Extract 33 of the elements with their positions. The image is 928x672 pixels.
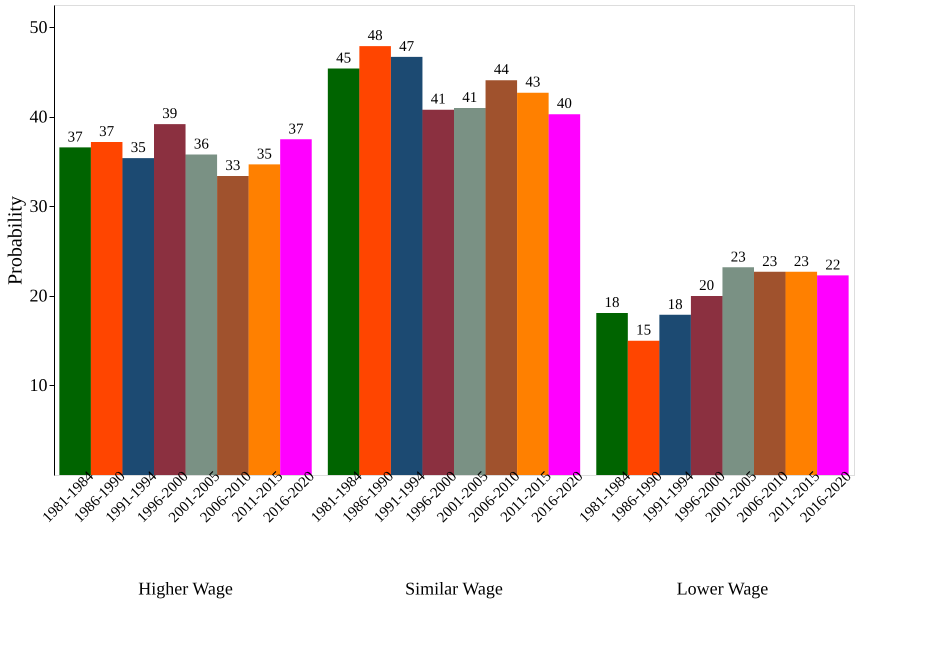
data-label: 35 — [130, 140, 146, 156]
data-label: 22 — [825, 257, 840, 274]
data-label: 37 — [99, 124, 115, 140]
y-tick-label: 40 — [30, 106, 48, 126]
data-label: 23 — [794, 254, 809, 270]
data-label: 23 — [730, 249, 746, 266]
data-label: 43 — [525, 74, 540, 91]
data-label: 37 — [68, 129, 84, 146]
data-label: 45 — [336, 50, 352, 67]
y-tick-label: 50 — [30, 16, 48, 37]
y-tick-label: 10 — [30, 374, 48, 395]
y-tick-label: 20 — [30, 285, 48, 306]
data-label: 36 — [194, 136, 210, 153]
y-axis-title: Probability — [4, 196, 26, 285]
x-tick-label: Similar Wage — [405, 578, 503, 598]
data-label: 20 — [699, 278, 714, 294]
data-label: 48 — [368, 28, 383, 44]
data-label: 44 — [494, 62, 510, 78]
x-tick-label: Higher Wage — [138, 578, 233, 598]
data-label: 23 — [762, 254, 778, 270]
data-label: 33 — [225, 158, 240, 174]
data-label: 18 — [668, 296, 683, 313]
data-label: 35 — [256, 146, 272, 162]
data-label: 40 — [556, 96, 572, 112]
x-tick-label: Lower Wage — [676, 578, 768, 598]
data-label: 47 — [399, 38, 415, 55]
data-label: 41 — [462, 90, 478, 106]
data-label: 41 — [430, 92, 446, 108]
data-label: 18 — [604, 294, 620, 311]
data-label: 37 — [288, 121, 304, 138]
y-tick-label: 30 — [30, 196, 48, 216]
data-label: 39 — [162, 106, 178, 122]
data-label: 15 — [636, 322, 652, 339]
